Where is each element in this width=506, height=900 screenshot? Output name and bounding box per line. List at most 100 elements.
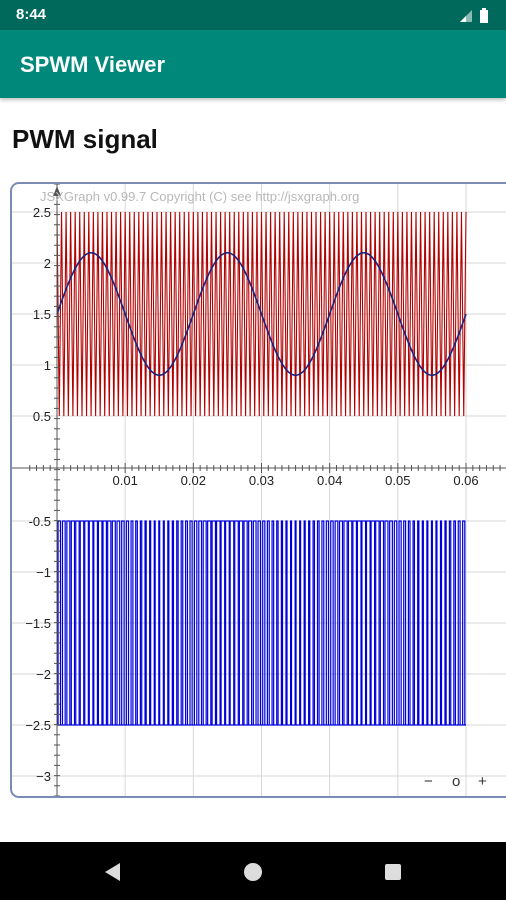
y-axis-arrow <box>53 186 61 196</box>
x-tick-label: 0.05 <box>385 473 410 488</box>
pwm-pulse <box>130 520 134 725</box>
pwm-pulse <box>70 520 76 725</box>
pwm-pulse <box>312 520 316 725</box>
pwm-pulse <box>243 520 248 725</box>
pwm-pulse <box>276 520 279 725</box>
back-button[interactable] <box>100 859 126 885</box>
pwm-pulse <box>135 520 138 725</box>
pwm-pulse <box>61 520 66 725</box>
pwm-pulse <box>299 520 302 725</box>
pwm-pulse <box>180 520 184 725</box>
y-tick-label: 2.5 <box>33 205 51 220</box>
recents-button[interactable] <box>380 859 406 885</box>
pwm-pulse <box>75 520 80 725</box>
pwm-pulse <box>225 520 230 725</box>
y-tick-label: 0.5 <box>33 409 51 424</box>
pwm-pulse <box>435 520 438 725</box>
pwm-pulse <box>448 520 452 725</box>
navigation-bar <box>0 842 506 900</box>
pwm-pulse <box>444 520 447 725</box>
pwm-pulse <box>84 520 89 725</box>
pwm-pulse <box>403 520 407 725</box>
pwm-pulse <box>356 520 362 725</box>
zoom-out-button[interactable]: − <box>424 773 433 790</box>
pwm-pulse <box>139 520 143 725</box>
recents-icon <box>385 864 401 880</box>
axes <box>12 184 506 796</box>
pwm-pulse <box>97 520 103 725</box>
pwm-pulse <box>417 520 420 725</box>
pwm-pulse <box>162 520 165 725</box>
zoom-reset-button[interactable]: o <box>452 773 460 790</box>
y-tick-label: −1.5 <box>25 616 51 631</box>
y-tick-label: 1.5 <box>33 307 51 322</box>
home-icon <box>244 863 262 881</box>
carrier-triangle-wave <box>56 211 467 417</box>
y-tick-label: 1 <box>44 358 51 373</box>
pwm-pulse <box>379 520 385 725</box>
pwm-pulse <box>462 520 466 725</box>
x-tick-label: 0.06 <box>453 473 478 488</box>
pwm-pulse <box>365 520 371 725</box>
app-bar: SPWM Viewer <box>0 30 506 98</box>
pwm-pulse <box>439 520 443 725</box>
zoom-in-button[interactable]: + <box>478 773 487 790</box>
pwm-pulse <box>176 520 179 725</box>
home-button[interactable] <box>240 859 266 885</box>
pwm-pulse <box>234 520 239 725</box>
pwm-pulse <box>149 520 152 725</box>
pwm-pulse <box>426 520 429 725</box>
pwm-pulse <box>325 520 330 725</box>
pwm-pulse <box>361 520 367 725</box>
y-tick-label: 2 <box>44 256 51 271</box>
pwm-pulse <box>198 520 203 725</box>
pwm-pulse <box>158 520 161 725</box>
pwm-pulse <box>407 520 411 725</box>
pwm-pulse <box>238 520 244 725</box>
y-tick-label: −3 <box>36 769 51 784</box>
pwm-pulse <box>229 520 235 725</box>
pwm-pulse <box>102 520 107 725</box>
pwm-pulse <box>193 520 198 725</box>
pwm-pulse <box>321 520 325 725</box>
pwm-pulse <box>338 520 344 725</box>
pwm-pulse <box>171 520 175 725</box>
pwm-pulse <box>79 520 85 725</box>
pwm-pulse <box>116 520 121 725</box>
pwm-pulse <box>220 520 226 725</box>
pwm-pulse <box>430 520 433 725</box>
pwm-pulse <box>393 520 398 725</box>
reference-sine-curve <box>56 251 467 377</box>
back-icon <box>105 863 120 881</box>
pwm-pulse <box>457 520 461 725</box>
pwm-pulse <box>347 520 353 725</box>
status-bar: 8:44 <box>0 0 506 30</box>
pwm-pulse <box>412 520 416 725</box>
pwm-pulse <box>375 520 380 725</box>
pwm-pulse <box>316 520 320 725</box>
pwm-pulse <box>202 520 207 725</box>
pwm-pulse <box>280 520 284 725</box>
pwm-pulse <box>262 520 266 725</box>
page-title: PWM signal <box>12 124 158 154</box>
copyright-text: JSXGraph v0.99.7 Copyright (C) see http:… <box>40 189 359 204</box>
pwm-pulse <box>167 520 170 725</box>
pwm-pulse <box>303 520 306 725</box>
reference-sine <box>56 251 467 377</box>
board-canvas[interactable]: 0.01 0.02 0.03 0.04 0.05 0.06 0.5 1 1.5 2 2.5 -0.5 −… <box>12 184 506 796</box>
status-icons <box>460 8 488 23</box>
pwm-pulse <box>343 520 348 725</box>
y-tick-label: -0.5 <box>29 514 51 529</box>
jsxgraph-board[interactable]: 0.01 0.02 0.03 0.04 0.05 0.06 0.5 1 1.5 2 2.5 -0.5 −… <box>10 182 506 798</box>
pwm-pulse <box>211 520 217 725</box>
pwm-pulse <box>66 520 71 725</box>
pwm-pulse <box>271 520 275 725</box>
carrier-wave <box>56 211 467 417</box>
pwm-pulse <box>248 520 253 725</box>
pwm-pulse <box>370 520 376 725</box>
pwm-pulse <box>144 520 147 725</box>
pwm-pulse <box>334 520 339 725</box>
pwm-pulse <box>389 520 393 725</box>
pwm-pulse <box>285 520 288 725</box>
status-time: 8:44 <box>16 6 47 23</box>
